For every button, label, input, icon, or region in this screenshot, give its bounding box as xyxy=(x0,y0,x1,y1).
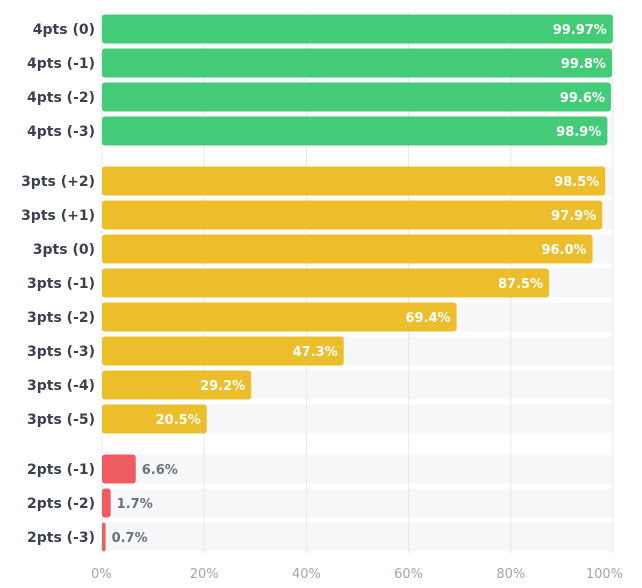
bar xyxy=(102,454,136,484)
bars xyxy=(102,14,613,552)
category-label: 3pts (-5) xyxy=(27,412,95,428)
value-labels: 99.97% 99.8% 99.6% 98.9% 98.5% 97.9% 96.0% 87.5… xyxy=(112,23,607,546)
x-tick-label: 100% xyxy=(586,567,623,582)
category-label: 3pts (-3) xyxy=(27,344,95,360)
category-label: 3pts (-1) xyxy=(27,276,95,292)
bar-track xyxy=(102,488,613,518)
bar xyxy=(102,116,608,146)
bar xyxy=(102,82,611,112)
bar xyxy=(102,268,550,298)
bar xyxy=(102,302,457,332)
bar xyxy=(102,404,207,434)
category-label: 4pts (-1) xyxy=(27,56,95,72)
value-label: 29.2% xyxy=(200,379,245,394)
value-label: 87.5% xyxy=(498,277,543,292)
value-label: 6.6% xyxy=(142,463,178,478)
bar xyxy=(102,166,606,196)
bar xyxy=(102,234,593,264)
category-label: 4pts (0) xyxy=(33,22,95,38)
bar-track xyxy=(102,454,613,484)
x-axis-ticks: 0% 20% 40% 60% 80% 100% xyxy=(91,567,623,582)
bar xyxy=(102,488,111,518)
value-label: 99.6% xyxy=(560,91,605,106)
value-label: 1.7% xyxy=(117,497,153,512)
bar xyxy=(102,200,603,230)
category-label: 3pts (+1) xyxy=(21,208,95,224)
value-label: 47.3% xyxy=(293,345,338,360)
value-label: 98.9% xyxy=(556,125,601,140)
value-label: 69.4% xyxy=(406,311,451,326)
x-tick-label: 0% xyxy=(91,567,112,582)
bar xyxy=(102,522,106,552)
value-label: 98.5% xyxy=(554,175,599,190)
category-label: 3pts (+2) xyxy=(21,174,95,190)
value-label: 99.97% xyxy=(553,23,607,38)
value-label: 20.5% xyxy=(156,413,201,428)
category-label: 3pts (-2) xyxy=(27,310,95,326)
value-label: 96.0% xyxy=(541,243,586,258)
x-tick-label: 40% xyxy=(292,567,321,582)
category-label: 4pts (-3) xyxy=(27,124,95,140)
category-label: 3pts (-4) xyxy=(27,378,95,394)
value-label: 99.8% xyxy=(561,57,606,72)
category-label: 2pts (-2) xyxy=(27,496,95,512)
x-tick-label: 20% xyxy=(190,567,219,582)
bar xyxy=(102,14,613,44)
category-label: 2pts (-3) xyxy=(27,530,95,546)
bar xyxy=(102,48,612,78)
x-tick-label: 80% xyxy=(496,567,525,582)
category-label: 3pts (0) xyxy=(33,242,95,258)
bar-track xyxy=(102,522,613,552)
bar xyxy=(102,370,252,400)
category-label: 4pts (-2) xyxy=(27,90,95,106)
category-label: 2pts (-1) xyxy=(27,462,95,478)
x-tick-label: 60% xyxy=(394,567,423,582)
bar xyxy=(102,336,344,366)
value-label: 0.7% xyxy=(112,531,148,546)
category-labels: 4pts (0) 4pts (-1) 4pts (-2) 4pts (-3) 3pts … xyxy=(21,22,95,546)
value-label: 97.9% xyxy=(551,209,596,224)
